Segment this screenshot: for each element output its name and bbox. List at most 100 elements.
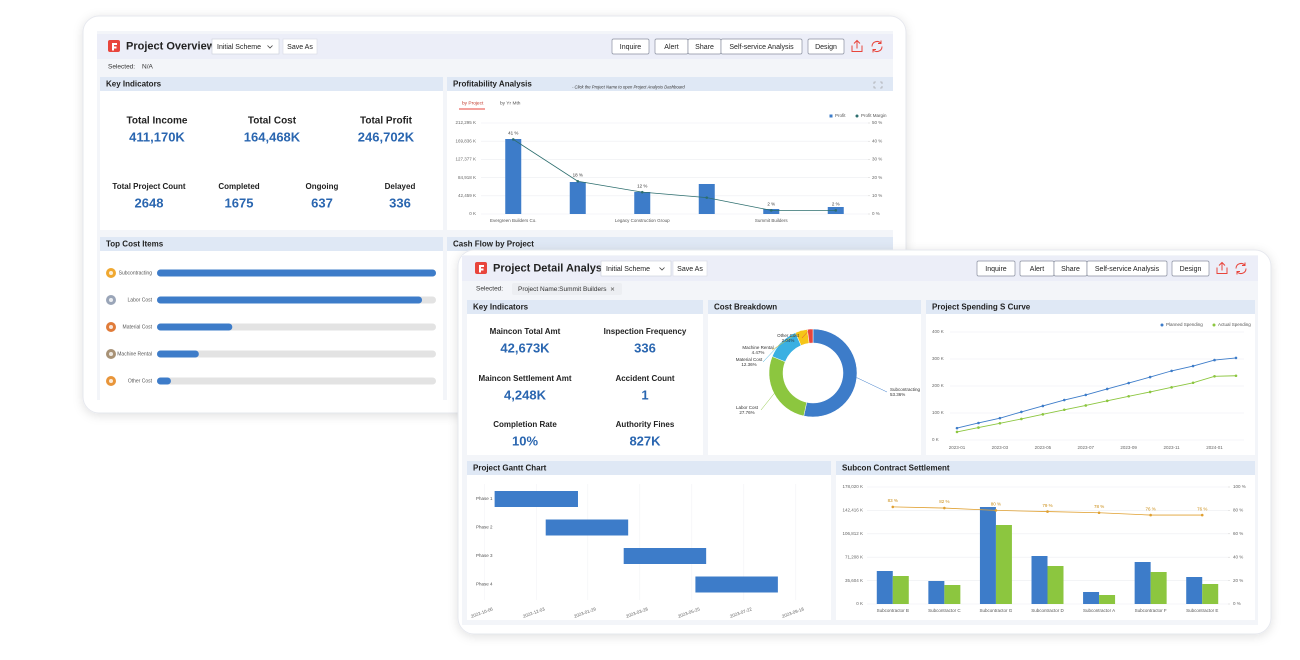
save-button[interactable]: [282, 38, 318, 55]
button[interactable]: [807, 38, 845, 55]
save-button[interactable]: [672, 260, 708, 277]
line-point: [1213, 374, 1216, 378]
refresh-icon[interactable]: [1235, 262, 1247, 275]
button-label[interactable]: Inquire: [620, 44, 642, 51]
line-point: [977, 421, 980, 425]
panel-title: Subcon Contract Settlement: [842, 464, 950, 473]
button-label[interactable]: Design: [1180, 266, 1202, 273]
kpi-value: 336: [389, 195, 411, 210]
line-point: [1105, 387, 1109, 391]
panel-header: [447, 77, 893, 91]
x-tick-label: Subcontractor D: [1031, 608, 1064, 613]
button[interactable]: [1086, 260, 1168, 277]
scheme-label[interactable]: Initial Scheme: [606, 266, 650, 273]
selected-value[interactable]: Project Name:Summit Builders: [518, 286, 607, 293]
app-icon-glyph: [479, 265, 484, 273]
refresh-icon[interactable]: [871, 40, 883, 53]
legend-label: Profit Margin: [861, 113, 887, 118]
slice-label: Machine Rental: [742, 345, 773, 350]
legend-marker: [1160, 323, 1164, 327]
button-label[interactable]: Inquire: [985, 266, 1007, 273]
legend-marker: [1212, 323, 1216, 327]
x-tick-label: 2023-11: [1164, 445, 1181, 450]
save-label[interactable]: Save As: [677, 266, 703, 273]
panel-title: Project Spending S Curve: [932, 303, 1031, 312]
line-point: [1148, 375, 1152, 379]
cost-icon-inner: [109, 271, 113, 275]
kpi-label: Authority Fines: [616, 420, 675, 429]
y2-tick-label: 40 %: [1233, 554, 1243, 559]
y-tick-label: Phase 3: [476, 553, 493, 558]
scheme-dropdown[interactable]: [211, 38, 280, 55]
line-point: [891, 505, 895, 509]
tab[interactable]: by Project: [462, 100, 484, 106]
tab[interactable]: by Yr Mth: [500, 100, 521, 106]
line-point: [769, 209, 773, 212]
bar: [505, 138, 522, 214]
scheme-label[interactable]: Initial Scheme: [217, 44, 261, 51]
bar: [698, 183, 715, 214]
button-label[interactable]: Self-service Analysis: [1095, 266, 1160, 273]
save-label[interactable]: Save As: [287, 44, 313, 51]
panel-header: [100, 77, 443, 91]
bar: [157, 350, 199, 358]
line-point: [1084, 393, 1088, 397]
scheme-dropdown[interactable]: [600, 260, 672, 277]
panel-title: Key Indicators: [473, 303, 529, 312]
kpi-value: 246,702K: [358, 129, 415, 144]
panel: [467, 300, 703, 455]
panel-title: Profitability Analysis: [453, 80, 532, 89]
chip-close[interactable]: [610, 287, 615, 291]
chevron: [659, 267, 665, 271]
line-point: [1200, 513, 1204, 517]
y2-tick-label: 80 %: [1233, 508, 1243, 513]
cost-icon-inner: [109, 352, 113, 356]
y2-tick-label: 0 %: [872, 211, 880, 216]
toolbar-title: Project Overview: [126, 40, 216, 52]
button[interactable]: [1171, 260, 1210, 277]
leader-line: [760, 393, 775, 411]
bar: [157, 296, 423, 304]
line-point: [994, 509, 998, 512]
panel-title: Top Cost Items: [106, 240, 164, 249]
y-tick-label: 0 K: [932, 437, 939, 442]
data-label: 79 %: [1042, 503, 1052, 508]
kpi-value: 2648: [135, 195, 164, 210]
export-icon[interactable]: [851, 39, 863, 52]
slice-label: Other Cost: [777, 333, 800, 338]
data-label: 83 %: [888, 498, 898, 503]
button-label[interactable]: Alert: [664, 44, 678, 51]
line-point: [943, 506, 946, 510]
expand-icon[interactable]: [873, 81, 883, 89]
export-icon[interactable]: [1216, 261, 1228, 274]
bar: [157, 323, 233, 331]
filter-chip[interactable]: [512, 283, 622, 295]
kpi-label: Delayed: [385, 182, 416, 191]
legend-marker: [855, 114, 859, 118]
y-tick-label: 200 K: [932, 383, 944, 388]
button-label[interactable]: Share: [695, 44, 714, 51]
kpi-label: Accident Count: [615, 374, 674, 383]
button[interactable]: [611, 38, 650, 55]
panel-title: Cost Breakdown: [714, 303, 777, 312]
button-label[interactable]: Alert: [1030, 266, 1044, 273]
button-label[interactable]: Share: [1061, 266, 1080, 273]
legend-label: Actual Spending: [1218, 322, 1251, 327]
kpi-label: Maincon Settlement Amt: [478, 374, 571, 383]
y-tick-label: 84,918 K: [458, 175, 476, 180]
line-point: [1127, 394, 1130, 398]
button[interactable]: [720, 38, 803, 55]
line: [956, 375, 1236, 433]
kpi-value: 336: [634, 340, 656, 355]
bar: [1202, 584, 1219, 604]
gantt-bar: [695, 576, 778, 593]
line-point: [998, 421, 1002, 425]
button-label[interactable]: Design: [815, 44, 837, 51]
leader-line: [856, 377, 888, 393]
button-label[interactable]: Self-service Analysis: [729, 44, 794, 51]
button[interactable]: [976, 260, 1016, 277]
bar: [1047, 565, 1064, 604]
line-point: [1046, 510, 1049, 513]
